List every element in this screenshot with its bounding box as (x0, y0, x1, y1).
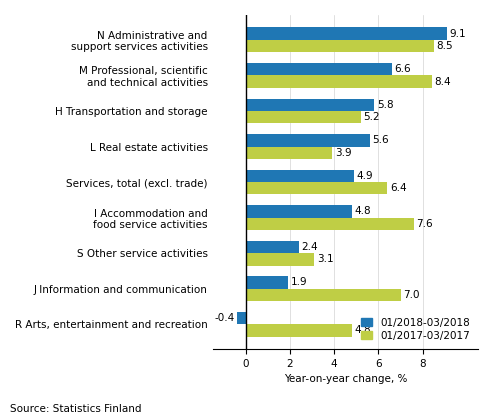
Bar (246, 241, 299, 253)
Text: 4.9: 4.9 (357, 171, 373, 181)
Text: 6.6: 6.6 (394, 64, 411, 74)
Text: 3.1: 3.1 (317, 254, 334, 264)
Text: -0.4: -0.4 (214, 313, 234, 323)
Bar (246, 324, 352, 337)
Bar (246, 111, 361, 124)
Text: 5.6: 5.6 (372, 135, 389, 145)
Text: 7.0: 7.0 (403, 290, 420, 300)
Bar (246, 218, 414, 230)
Text: 9.1: 9.1 (450, 29, 466, 39)
Bar (246, 99, 374, 111)
Legend: 01/2018-03/2018, 01/2017-03/2017: 01/2018-03/2018, 01/2017-03/2017 (358, 314, 473, 344)
Bar (246, 134, 370, 146)
Text: 6.4: 6.4 (390, 183, 407, 193)
Text: 7.6: 7.6 (417, 219, 433, 229)
Text: 8.4: 8.4 (434, 77, 451, 87)
Bar (246, 205, 352, 218)
X-axis label: Year-on-year change, %: Year-on-year change, % (283, 374, 407, 384)
Text: 5.8: 5.8 (377, 100, 393, 110)
Bar (246, 276, 288, 289)
Bar (246, 289, 401, 301)
Text: 2.4: 2.4 (302, 242, 318, 252)
Bar (246, 27, 447, 40)
Bar (237, 312, 246, 324)
Text: Source: Statistics Finland: Source: Statistics Finland (10, 404, 141, 414)
Text: 5.2: 5.2 (363, 112, 380, 122)
Text: 8.5: 8.5 (436, 41, 453, 51)
Bar (246, 253, 315, 265)
Text: 3.9: 3.9 (335, 148, 352, 158)
Text: 4.8: 4.8 (354, 206, 371, 216)
Text: 4.8: 4.8 (354, 325, 371, 335)
Bar (246, 146, 332, 159)
Bar (246, 182, 387, 195)
Bar (246, 40, 434, 52)
Bar (246, 170, 354, 182)
Bar (246, 75, 431, 88)
Bar (246, 63, 392, 75)
Text: 1.9: 1.9 (290, 277, 307, 287)
